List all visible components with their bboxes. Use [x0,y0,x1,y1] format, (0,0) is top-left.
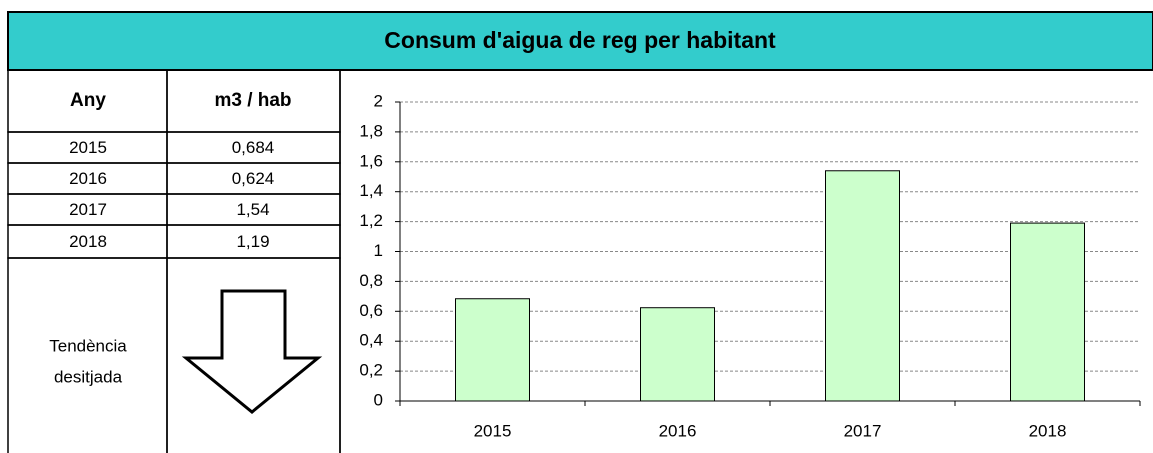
bar [640,307,715,402]
year-cell: 2018 [69,232,107,251]
trend-label: Tendència [49,336,127,355]
bar [825,170,900,402]
down-arrow [181,289,323,414]
y-tick-label: 0,2 [359,361,383,380]
table-cell [166,224,341,259]
x-tick-label: 2017 [844,421,882,440]
value-cell: 1,54 [236,200,269,219]
y-tick-label: 1,8 [359,121,383,140]
trend-cell [7,257,168,453]
y-tick-label: 0,6 [359,301,383,320]
y-tick-label: 1,4 [359,181,383,200]
x-tick-label: 2016 [659,421,697,440]
value-cell: 0,684 [232,138,275,157]
y-tick-label: 1 [374,241,383,260]
value-cell: 0,624 [232,169,275,188]
y-tick-label: 2 [374,91,383,110]
title: Consum d'aigua de reg per habitant [384,27,776,53]
year-cell: 2017 [69,200,107,219]
y-tick-label: 0,8 [359,271,383,290]
bar [455,298,530,402]
year-cell: 2016 [69,169,107,188]
y-tick-label: 0,4 [359,331,383,350]
year-cell: 2015 [69,138,107,157]
y-tick-label: 1,2 [359,211,383,230]
y-tick-label: 1,6 [359,151,383,170]
trend-label: desitjada [54,367,123,386]
title-bar [7,11,1153,71]
y-tick-label: 0 [374,390,383,409]
bar [1010,222,1085,402]
x-tick-label: 2015 [474,421,512,440]
header: m3 / hab [214,90,291,111]
x-tick-label: 2018 [1029,421,1067,440]
value-cell: 1,19 [236,232,269,251]
header: Any [70,90,106,111]
